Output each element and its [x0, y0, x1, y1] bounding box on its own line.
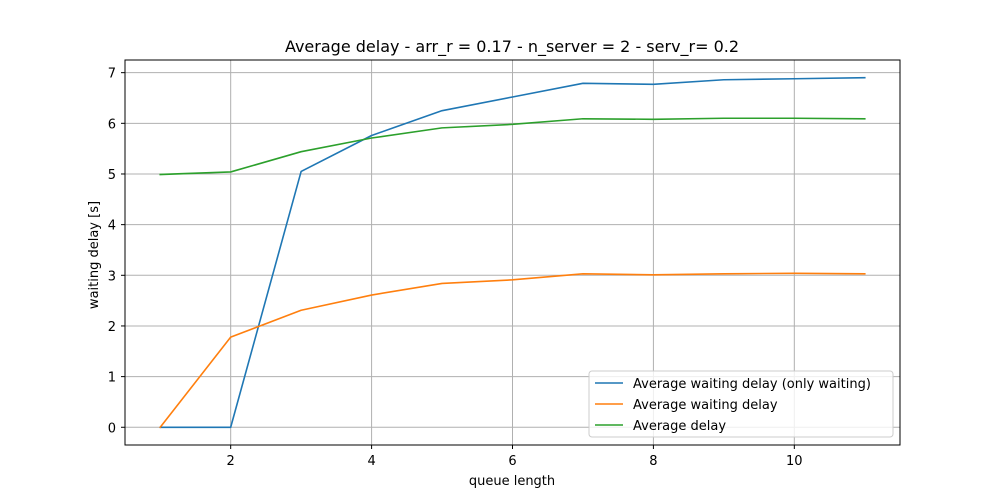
y-tick-label: 6 — [108, 117, 116, 132]
y-tick-label: 0 — [108, 421, 116, 436]
series-layer — [159, 76, 866, 429]
x-axis-label: queue length — [469, 474, 555, 489]
y-axis: 0 1 2 3 4 5 6 7 — [108, 67, 125, 436]
legend: Average waiting delay (only waiting) Aver… — [588, 370, 894, 438]
y-tick-label: 5 — [108, 168, 116, 183]
series-line-1 — [159, 76, 866, 429]
legend-label-1: Average waiting delay (only waiting) — [633, 377, 871, 392]
y-tick-label: 7 — [108, 67, 116, 82]
grid — [125, 60, 900, 445]
legend-box — [588, 370, 894, 438]
y-axis-label: waiting delay [s] — [87, 201, 102, 309]
x-tick-label: 8 — [649, 454, 657, 469]
x-tick-label: 4 — [367, 454, 375, 469]
y-tick-label: 4 — [108, 219, 116, 234]
x-tick-label: 10 — [786, 454, 803, 469]
y-tick-label: 3 — [108, 269, 116, 284]
x-axis: 2 4 6 8 10 — [227, 445, 803, 469]
chart-title: Average delay - arr_r = 0.17 - n_server … — [285, 37, 739, 57]
x-tick-label: 6 — [508, 454, 516, 469]
legend-label-2: Average waiting delay — [633, 398, 778, 413]
legend-label-3: Average delay — [633, 419, 726, 434]
y-tick-label: 1 — [108, 371, 116, 386]
series-line-3 — [159, 117, 866, 176]
series-line-2 — [159, 272, 866, 429]
y-tick-label: 2 — [108, 320, 116, 335]
x-tick-label: 2 — [227, 454, 235, 469]
